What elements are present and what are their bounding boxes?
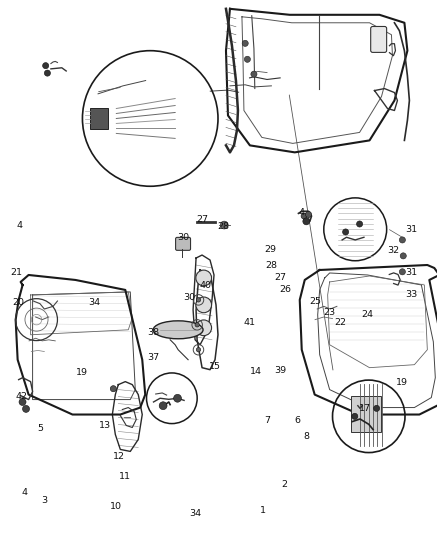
Bar <box>351 396 381 432</box>
Bar <box>90 108 108 130</box>
FancyBboxPatch shape <box>176 237 191 251</box>
Circle shape <box>357 221 363 227</box>
Circle shape <box>195 322 199 327</box>
Text: 4: 4 <box>22 488 28 497</box>
Text: 19: 19 <box>75 368 88 377</box>
Circle shape <box>400 253 406 259</box>
Circle shape <box>196 348 201 352</box>
Text: 30: 30 <box>183 293 195 302</box>
Circle shape <box>399 237 406 243</box>
Text: 42: 42 <box>16 392 28 401</box>
Circle shape <box>244 56 251 62</box>
Text: 3: 3 <box>41 496 47 505</box>
Text: 21: 21 <box>10 269 22 277</box>
Text: 2: 2 <box>282 480 287 489</box>
Text: 23: 23 <box>323 308 335 317</box>
Text: 24: 24 <box>361 310 374 319</box>
Circle shape <box>301 213 307 219</box>
Circle shape <box>352 413 358 419</box>
Text: 15: 15 <box>208 362 221 371</box>
Text: 4: 4 <box>16 221 22 230</box>
Text: 7: 7 <box>264 416 270 425</box>
Text: 25: 25 <box>309 296 321 305</box>
Text: 31: 31 <box>405 225 417 234</box>
Text: 14: 14 <box>250 367 262 376</box>
Text: 6: 6 <box>295 416 300 425</box>
Text: 30: 30 <box>177 233 189 242</box>
Circle shape <box>196 320 212 336</box>
Ellipse shape <box>153 321 203 339</box>
Circle shape <box>196 270 212 286</box>
Text: 33: 33 <box>405 289 417 298</box>
Text: 28: 28 <box>217 222 230 231</box>
Circle shape <box>303 218 310 225</box>
Text: 22: 22 <box>334 318 346 327</box>
Circle shape <box>159 402 167 410</box>
FancyBboxPatch shape <box>371 27 387 52</box>
Circle shape <box>42 62 49 69</box>
Circle shape <box>305 212 311 217</box>
Text: 31: 31 <box>405 269 417 277</box>
Text: 5: 5 <box>37 424 43 433</box>
Text: 8: 8 <box>304 432 309 441</box>
Text: 13: 13 <box>99 422 112 430</box>
Text: 27: 27 <box>196 215 208 224</box>
Circle shape <box>196 298 201 302</box>
Circle shape <box>22 406 29 413</box>
Text: 34: 34 <box>189 509 201 518</box>
Text: 29: 29 <box>265 245 276 254</box>
Circle shape <box>110 386 117 392</box>
Text: 27: 27 <box>274 272 286 281</box>
Circle shape <box>173 394 181 402</box>
Circle shape <box>343 229 349 235</box>
Text: 41: 41 <box>244 318 255 327</box>
Text: 10: 10 <box>110 502 122 511</box>
Circle shape <box>196 297 212 313</box>
Circle shape <box>44 70 50 76</box>
Text: 17: 17 <box>359 405 371 414</box>
Circle shape <box>220 221 228 229</box>
Text: 38: 38 <box>148 328 159 337</box>
Text: 19: 19 <box>396 378 408 387</box>
Circle shape <box>19 399 26 406</box>
Circle shape <box>399 269 406 275</box>
Text: 4: 4 <box>298 208 304 217</box>
Text: 28: 28 <box>265 261 277 270</box>
Circle shape <box>242 41 248 46</box>
Text: 12: 12 <box>113 452 124 461</box>
Text: 39: 39 <box>274 366 286 375</box>
Text: 34: 34 <box>88 298 101 307</box>
Text: 32: 32 <box>388 246 400 255</box>
Text: 1: 1 <box>260 506 266 515</box>
Text: 37: 37 <box>148 353 159 362</box>
Circle shape <box>251 71 257 77</box>
Text: 20: 20 <box>12 298 24 307</box>
Text: 11: 11 <box>119 472 131 481</box>
Text: 26: 26 <box>279 285 291 294</box>
Circle shape <box>374 405 380 411</box>
Text: 40: 40 <box>199 280 211 289</box>
